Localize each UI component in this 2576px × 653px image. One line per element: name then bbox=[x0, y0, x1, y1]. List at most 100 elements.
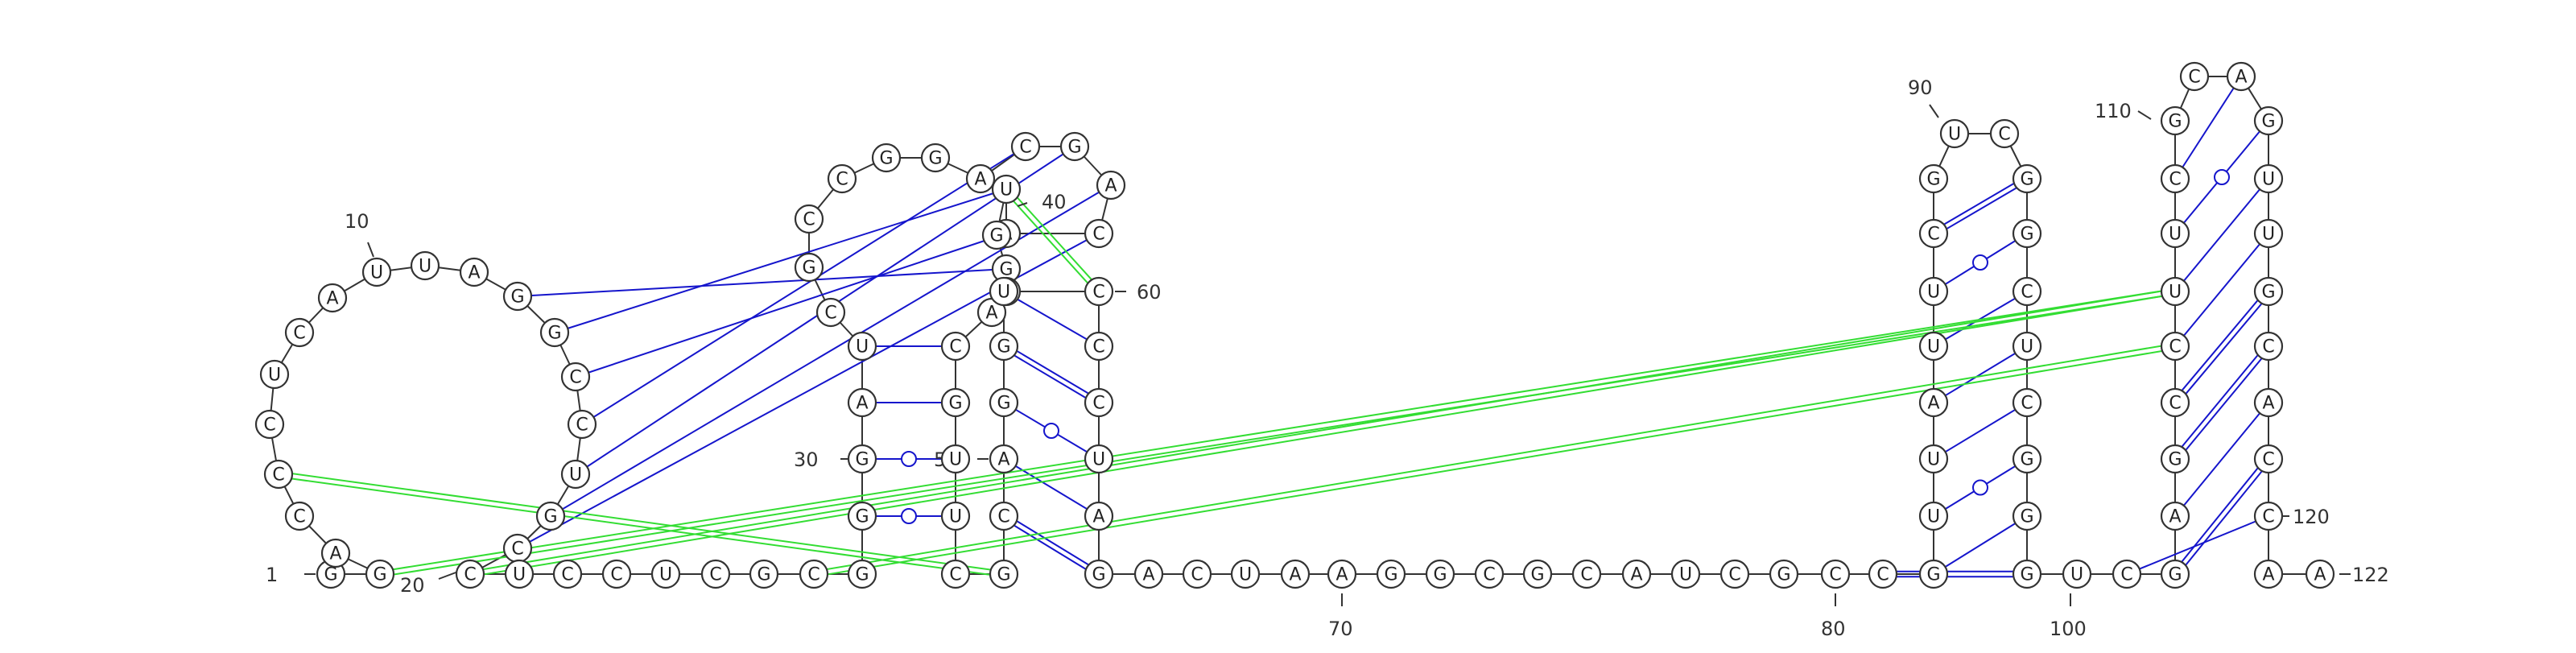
nucleotide-circle bbox=[410, 250, 440, 281]
base-pair-line bbox=[581, 146, 1026, 425]
nucleotide-letter: U bbox=[1927, 283, 1940, 303]
nucleotide-circle bbox=[1719, 559, 1750, 589]
nucleotide-57: A bbox=[989, 444, 1019, 474]
nucleotide-3: A bbox=[320, 538, 351, 568]
tick-mark bbox=[438, 571, 459, 580]
nucleotide-102: C bbox=[2112, 559, 2142, 589]
nucleotide-letter: G bbox=[997, 565, 1010, 585]
nucleotide-101: U bbox=[2062, 559, 2092, 589]
base-pair-line bbox=[2176, 292, 2272, 405]
nucleotide-letter: C bbox=[824, 304, 836, 324]
nucleotide-8: C bbox=[284, 317, 315, 348]
gu-wobble-marker bbox=[1043, 423, 1059, 439]
nucleotide-5: C bbox=[263, 459, 294, 490]
nucleotide-37: G bbox=[871, 143, 902, 173]
nucleotide-51: G bbox=[940, 387, 971, 418]
nucleotide-circle bbox=[1918, 276, 1949, 307]
tick-mark bbox=[367, 242, 374, 258]
nucleotide-letter: G bbox=[2261, 283, 2275, 303]
pseudoknot-pair-line bbox=[813, 342, 2175, 572]
nucleotide-circle bbox=[991, 174, 1022, 205]
base-pair-line bbox=[1005, 513, 1101, 573]
nucleotide-letter: C bbox=[2262, 507, 2274, 527]
nucleotide-letter: C bbox=[464, 565, 476, 585]
nucleotide-letter: C bbox=[1092, 225, 1104, 245]
nucleotide-circle bbox=[2160, 105, 2190, 136]
nucleotide-letter: G bbox=[855, 450, 869, 470]
base-pair-line bbox=[2126, 515, 2269, 575]
pseudoknot-pair-line bbox=[469, 287, 2175, 572]
nucleotide-80: G bbox=[1769, 559, 1799, 589]
nucleotide-107: C bbox=[2160, 331, 2190, 362]
nucleotide-circle bbox=[2012, 163, 2042, 194]
nucleotide-circle bbox=[1474, 559, 1505, 589]
nucleotide-circle bbox=[794, 252, 824, 283]
nucleotide-23: C bbox=[601, 559, 632, 589]
nucleotide-letter: C bbox=[836, 170, 848, 190]
nucleotide-circle bbox=[560, 362, 591, 392]
nucleotide-circle bbox=[871, 143, 902, 173]
nucleotide-circle bbox=[504, 559, 535, 589]
nucleotide-circle bbox=[989, 501, 1019, 531]
nucleotide-letter: C bbox=[1092, 394, 1104, 414]
nucleotide-110: C bbox=[2160, 163, 2190, 194]
nucleotide-circle bbox=[1133, 559, 1164, 589]
nucleotide-letter: U bbox=[2169, 225, 2182, 245]
nucleotide-circle bbox=[700, 559, 731, 589]
pseudoknot-pair-line bbox=[814, 348, 2176, 578]
nucleotide-circle bbox=[552, 559, 583, 589]
nucleotide-letter: G bbox=[1926, 170, 1940, 190]
nucleotide-circle bbox=[320, 538, 351, 568]
nucleotide-letter: C bbox=[561, 565, 573, 585]
nucleotide-letter: U bbox=[2262, 225, 2275, 245]
nucleotide-32: U bbox=[847, 331, 877, 362]
nucleotide-letter: G bbox=[2020, 450, 2033, 470]
tick-label-40: 40 bbox=[1042, 191, 1067, 213]
tick-label-120: 120 bbox=[2293, 506, 2330, 528]
base-pair-line bbox=[1003, 458, 1100, 517]
nucleotide-circle bbox=[940, 331, 971, 362]
gu-wobble-marker bbox=[901, 451, 917, 467]
base-pair-line bbox=[2176, 347, 2272, 461]
nucleotide-circle bbox=[847, 387, 877, 418]
base-pair-line bbox=[2176, 460, 2272, 577]
nucleotide-120: C bbox=[2253, 444, 2284, 474]
nucleotide-circle bbox=[965, 163, 996, 194]
nucleotide-15: C bbox=[560, 362, 591, 392]
nucleotide-circle bbox=[749, 559, 779, 589]
nucleotide-circle bbox=[2305, 559, 2335, 589]
nucleotide-circle bbox=[1621, 559, 1652, 589]
nucleotide-circle bbox=[2253, 105, 2284, 136]
nucleotide-circle bbox=[1230, 559, 1261, 589]
nucleotide-circle bbox=[2253, 501, 2284, 531]
nucleotide-circle bbox=[1084, 276, 1114, 307]
nucleotide-55: G bbox=[989, 559, 1019, 589]
nucleotide-circle bbox=[1084, 387, 1114, 418]
nucleotide-letter: A bbox=[329, 544, 341, 564]
nucleotide-58: G bbox=[989, 387, 1019, 418]
base-pair-line bbox=[1005, 343, 1101, 402]
nucleotide-4: C bbox=[284, 501, 315, 531]
nucleotide-letter: U bbox=[949, 507, 962, 527]
nucleotide-116: U bbox=[2253, 218, 2284, 249]
nucleotide-circle bbox=[2012, 559, 2042, 589]
nucleotide-33: C bbox=[815, 297, 846, 328]
nucleotide-60: U bbox=[989, 276, 1019, 307]
nucleotide-letter: A bbox=[1104, 176, 1117, 196]
nucleotide-letter: A bbox=[1630, 565, 1642, 585]
nucleotide-circle bbox=[2012, 387, 2042, 418]
nucleotide-circle bbox=[1820, 559, 1851, 589]
nucleotide-10: U bbox=[361, 257, 392, 287]
nucleotide-81: C bbox=[1820, 559, 1851, 589]
nucleotide-16: C bbox=[567, 409, 597, 440]
nucleotide-circle bbox=[940, 444, 971, 474]
nucleotide-circle bbox=[2160, 559, 2190, 589]
nucleotide-113: A bbox=[2226, 61, 2256, 92]
nucleotide-letter: G bbox=[373, 565, 386, 585]
nucleotide-104: A bbox=[2160, 501, 2190, 531]
nucleotide-circle bbox=[560, 459, 591, 490]
nucleotide-40: C bbox=[1010, 131, 1041, 162]
base-pair-line bbox=[1934, 180, 2029, 237]
nucleotide-64: U bbox=[1084, 444, 1114, 474]
